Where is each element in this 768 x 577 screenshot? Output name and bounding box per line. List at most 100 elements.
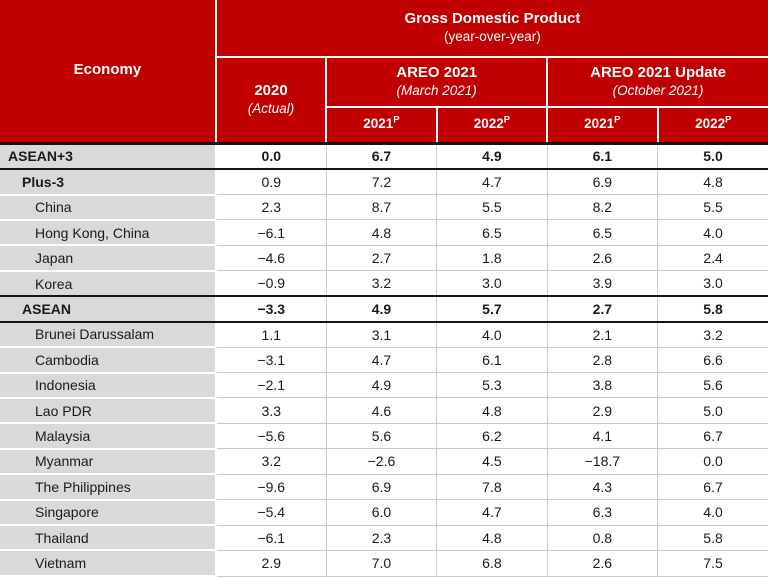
value-cell: 6.1 <box>436 347 548 374</box>
economy-name: Myanmar <box>0 448 216 476</box>
table-row: Cambodia −3.1 4.7 6.1 2.8 6.6 <box>0 347 768 374</box>
value-cell: 7.5 <box>657 550 768 577</box>
value-cell: 6.3 <box>546 499 658 526</box>
header-row-years: 2021P 2022P 2021P 2022P <box>0 107 768 145</box>
subcol-march-2021: 2021P <box>326 107 438 145</box>
value-cell: 5.7 <box>436 296 548 323</box>
value-cell: 3.1 <box>325 321 437 348</box>
economy-name: Brunei Darussalam <box>0 321 216 349</box>
value-cell: −5.4 <box>214 499 327 526</box>
value-cell: 6.5 <box>546 219 658 246</box>
table-row: Singapore −5.4 6.0 4.7 6.3 4.0 <box>0 499 768 527</box>
year-label: 2022 <box>473 116 504 132</box>
value-cell: 4.3 <box>546 474 658 501</box>
gdp-title: Gross Domestic Product <box>404 10 581 28</box>
value-cell: −3.3 <box>214 296 327 323</box>
gdp-subtitle: (year-over-year) <box>444 28 541 44</box>
value-cell: 6.5 <box>436 219 548 246</box>
projection-superscript: P <box>393 114 400 126</box>
table-row: Lao PDR 3.3 4.6 4.8 2.9 5.0 <box>0 397 768 425</box>
projection-superscript: P <box>614 114 621 126</box>
areo-march-note: (March 2021) <box>396 82 477 98</box>
year-label: 2022 <box>695 116 726 132</box>
economy-name: Vietnam <box>0 550 216 577</box>
value-cell: 2.9 <box>214 550 327 577</box>
areo-update-note: (October 2021) <box>612 82 704 98</box>
value-cell: 6.9 <box>546 169 658 196</box>
value-cell: 4.8 <box>436 525 548 551</box>
table-row: China 2.3 8.7 5.5 8.2 5.5 <box>0 194 768 221</box>
year-label: 2021 <box>363 116 394 132</box>
value-cell: 2.3 <box>214 194 327 221</box>
table-row: Thailand −6.1 2.3 4.8 0.8 5.8 <box>0 525 768 552</box>
economy-name: China <box>0 194 216 221</box>
economy-name: ASEAN+3 <box>0 143 216 171</box>
table-header: Economy Gross Domestic Product (year-ove… <box>0 0 768 145</box>
value-cell: 6.8 <box>436 550 548 577</box>
economy-name: Indonesia <box>0 372 216 399</box>
value-cell: −2.6 <box>325 448 437 475</box>
value-cell: 4.8 <box>657 169 768 196</box>
actual-note: (Actual) <box>247 100 295 116</box>
economy-column-header: Economy <box>0 0 217 145</box>
value-cell: 8.2 <box>546 194 658 221</box>
value-cell: −9.6 <box>214 474 327 501</box>
value-cell: 2.1 <box>546 321 658 348</box>
value-cell: −6.1 <box>214 525 327 551</box>
value-cell: 6.7 <box>657 423 768 450</box>
economy-name: Korea <box>0 270 216 298</box>
year-label: 2021 <box>584 116 615 132</box>
economy-name: Thailand <box>0 525 216 552</box>
value-cell: 6.1 <box>546 143 658 171</box>
value-cell: 4.9 <box>325 296 437 323</box>
value-cell: 3.0 <box>436 270 548 298</box>
economy-name: Plus-3 <box>0 169 216 196</box>
subcol-update-2022: 2022P <box>657 107 768 145</box>
value-cell: 2.4 <box>657 245 768 272</box>
economy-name: Hong Kong, China <box>0 219 216 247</box>
value-cell: 5.3 <box>436 372 548 399</box>
value-cell: 4.7 <box>436 499 548 526</box>
table-row: The Philippines −9.6 6.9 7.8 4.3 6.7 <box>0 474 768 501</box>
value-cell: 5.6 <box>657 372 768 399</box>
value-cell: 3.2 <box>657 321 768 348</box>
value-cell: 5.0 <box>657 397 768 424</box>
value-cell: 4.7 <box>325 347 437 374</box>
table-row: Plus-3 0.9 7.2 4.7 6.9 4.8 <box>0 169 768 196</box>
projection-superscript: P <box>725 114 732 126</box>
value-cell: 4.9 <box>325 372 437 399</box>
value-cell: 4.8 <box>436 397 548 424</box>
value-cell: 5.6 <box>325 423 437 450</box>
value-cell: 0.0 <box>657 448 768 475</box>
economy-name: Singapore <box>0 499 216 527</box>
value-cell: 7.8 <box>436 474 548 501</box>
value-cell: 1.8 <box>436 245 548 272</box>
value-cell: 6.9 <box>325 474 437 501</box>
value-cell: 1.1 <box>214 321 327 348</box>
table-row: Vietnam 2.9 7.0 6.8 2.6 7.5 <box>0 550 768 577</box>
table-row: ASEAN −3.3 4.9 5.7 2.7 5.8 <box>0 296 768 323</box>
value-cell: 3.9 <box>546 270 658 298</box>
value-cell: 5.8 <box>657 525 768 551</box>
table-row: Malaysia −5.6 5.6 6.2 4.1 6.7 <box>0 423 768 450</box>
value-cell: 5.5 <box>657 194 768 221</box>
subcol-update-2021: 2021P <box>547 107 659 145</box>
value-cell: 3.0 <box>657 270 768 298</box>
economy-name: Japan <box>0 245 216 272</box>
value-cell: 6.7 <box>325 143 437 171</box>
value-cell: 2.8 <box>546 347 658 374</box>
value-cell: 5.5 <box>436 194 548 221</box>
value-cell: 7.0 <box>325 550 437 577</box>
areo-update-title: AREO 2021 Update <box>590 64 726 82</box>
value-cell: 2.7 <box>546 296 658 323</box>
value-cell: 3.2 <box>325 270 437 298</box>
value-cell: 5.0 <box>657 143 768 171</box>
value-cell: 8.7 <box>325 194 437 221</box>
value-cell: 6.0 <box>325 499 437 526</box>
table-row: Hong Kong, China −6.1 4.8 6.5 6.5 4.0 <box>0 219 768 247</box>
value-cell: 2.6 <box>546 550 658 577</box>
value-cell: 3.2 <box>214 448 327 475</box>
value-cell: 4.9 <box>436 143 548 171</box>
